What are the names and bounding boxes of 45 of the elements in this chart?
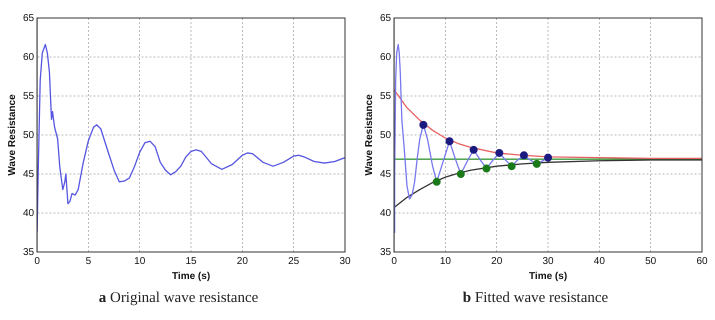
y-tick-label: 55 (380, 90, 392, 102)
y-tick-label: 50 (23, 130, 35, 141)
x-tick-label: 50 (645, 256, 657, 267)
point (482, 164, 490, 173)
x-tick-label: 10 (134, 256, 146, 267)
y-tick-label: 35 (380, 246, 392, 258)
x-tick-label: 25 (288, 256, 300, 267)
y-tick-label: 60 (23, 52, 35, 63)
y-axis-title: Wave Resistance (6, 94, 18, 176)
x-tick-label: 20 (236, 256, 248, 267)
point (432, 178, 441, 186)
point (470, 146, 478, 154)
y-tick-label: 45 (23, 168, 35, 180)
y-tick-label: 35 (23, 246, 35, 258)
y-axis-title: Wave Resistance (364, 94, 375, 176)
point (520, 151, 528, 160)
x-axis-title: Time (s) (528, 270, 568, 282)
point (495, 148, 504, 157)
point (532, 160, 541, 168)
y-tick-label: 65 (380, 12, 392, 24)
point (544, 154, 552, 162)
x-tick-label: 0 (391, 256, 398, 267)
x-tick-label: 30 (339, 256, 351, 267)
x-tick-label: 40 (594, 256, 606, 267)
point (446, 137, 454, 146)
text: b Fitted wave resistance (462, 290, 610, 307)
y-tick-label: 40 (23, 208, 35, 219)
x-axis-title: Time (s) (172, 270, 210, 282)
y-tick-label: 50 (380, 130, 392, 141)
x-tick-label: 10 (440, 256, 452, 267)
y-tick-label: 40 (380, 208, 392, 219)
y-tick-label: 45 (380, 168, 392, 180)
x-tick-label: 60 (696, 256, 708, 267)
y-tick-label: 60 (380, 52, 392, 63)
text: a Original wave resistance (98, 290, 260, 307)
point (508, 162, 516, 170)
x-tick-label: 20 (491, 256, 503, 267)
y-tick-label: 65 (23, 12, 35, 24)
x-tick-label: 15 (186, 256, 198, 267)
point (456, 170, 465, 178)
point (419, 120, 428, 129)
y-tick-label: 55 (23, 90, 35, 102)
x-tick-label: 30 (542, 256, 554, 267)
x-tick-label: 5 (86, 256, 92, 267)
x-tick-label: 0 (34, 256, 40, 267)
